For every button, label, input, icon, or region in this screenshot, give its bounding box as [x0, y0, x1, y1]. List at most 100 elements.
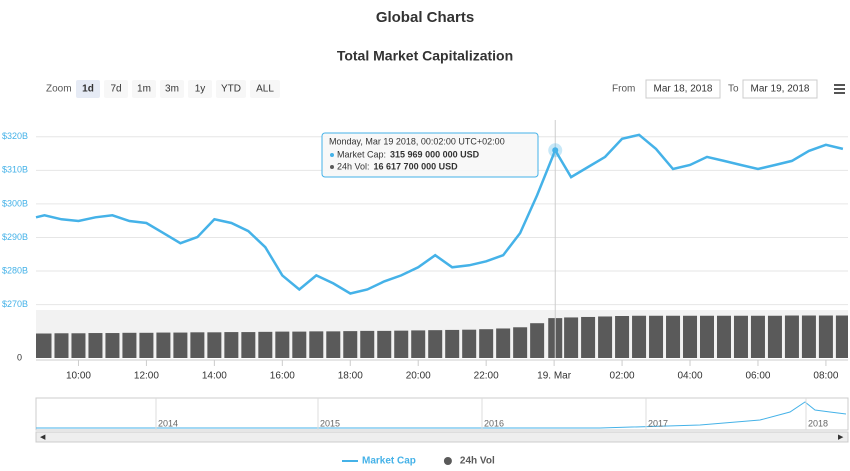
from-input[interactable]: [645, 79, 721, 99]
zoom-button[interactable]: [216, 80, 246, 98]
zoom-button[interactable]: [132, 80, 156, 98]
navigator-line: [36, 401, 847, 429]
x-tick-label: 22:00: [474, 371, 499, 382]
volume-bar: [377, 330, 392, 358]
navigator-label: 2014: [158, 418, 178, 428]
volume-bar: [581, 316, 596, 358]
navigator-label: 2015: [320, 418, 340, 428]
tooltip-dot: [330, 153, 334, 157]
chart-title: Global Charts: [376, 9, 474, 26]
legend-label[interactable]: 24h Vol: [460, 456, 495, 467]
menu-icon[interactable]: [834, 84, 845, 94]
y-tick-label: $270B: [2, 299, 28, 309]
zoom-button-label[interactable]: 1y: [195, 84, 206, 95]
zoom-button[interactable]: [250, 80, 280, 98]
x-tick-label: 02:00: [610, 371, 635, 382]
volume-bar: [716, 315, 731, 358]
zoom-button-label[interactable]: YTD: [221, 84, 241, 95]
volume-bar: [241, 332, 256, 358]
zoom-button[interactable]: [188, 80, 212, 98]
y-tick-label: $310B: [2, 165, 28, 175]
volume-bar: [360, 330, 375, 358]
volume-bar: [190, 332, 205, 358]
tooltip-value: 315 969 000 000 USD: [390, 149, 480, 159]
volume-bar: [733, 315, 748, 358]
volume-bar: [564, 317, 579, 358]
zoom-button[interactable]: [76, 80, 100, 98]
zoom-label: Zoom: [46, 84, 72, 95]
volume-bar: [105, 333, 120, 358]
volume-bar: [173, 332, 188, 358]
volume-bar: [801, 315, 816, 358]
x-tick-label: 08:00: [813, 371, 838, 382]
y-tick-label: $290B: [2, 232, 28, 242]
volume-bar: [224, 332, 239, 358]
scroll-left[interactable]: ◀: [40, 434, 46, 441]
zoom-button-label[interactable]: 7d: [110, 84, 121, 95]
x-tick-label: 12:00: [134, 371, 159, 382]
volume-bar: [598, 316, 613, 358]
zoom-button[interactable]: [104, 80, 128, 98]
volume-bar: [462, 329, 477, 358]
tooltip-value: 16 617 700 000 USD: [374, 161, 459, 171]
x-tick-label: 14:00: [202, 371, 227, 382]
volume-bar: [394, 330, 409, 358]
volume-bar: [258, 331, 273, 358]
volume-bar: [767, 315, 782, 358]
y-tick-label: $280B: [2, 265, 28, 275]
volume-bar: [750, 315, 765, 358]
volume-bar: [784, 315, 799, 358]
x-tick-label: 06:00: [745, 371, 770, 382]
volume-bar: [818, 315, 833, 358]
volume-bar: [37, 333, 52, 358]
tooltip-label: Market Cap:: [337, 149, 386, 159]
y-tick-label: $300B: [2, 198, 28, 208]
volume-bar: [207, 332, 222, 358]
volume-bar: [615, 316, 630, 358]
from-value[interactable]: Mar 18, 2018: [654, 84, 713, 95]
volume-bar: [122, 332, 137, 358]
volume-bar: [292, 331, 307, 358]
legend-label[interactable]: Market Cap: [362, 456, 416, 467]
volume-bar: [496, 328, 511, 358]
hover-point: [552, 147, 559, 154]
volume-bar: [683, 315, 698, 358]
volume-bar: [479, 329, 494, 358]
volume-bar: [666, 315, 681, 358]
volume-bar: [700, 315, 715, 358]
volume-bar: [530, 323, 545, 358]
zoom-button[interactable]: [160, 80, 184, 98]
to-label: To: [728, 84, 739, 95]
x-tick-label: 16:00: [270, 371, 295, 382]
scroll-right[interactable]: ▶: [838, 434, 844, 441]
zoom-button-label[interactable]: 1m: [137, 84, 151, 95]
from-label: From: [612, 84, 635, 95]
volume-bar: [428, 330, 443, 358]
tooltip: [321, 132, 539, 178]
volume-bar: [71, 333, 86, 358]
volume-bar: [326, 331, 341, 358]
volume-bar: [309, 331, 324, 358]
volume-bar: [88, 333, 103, 358]
tooltip-title: Monday, Mar 19 2018, 00:02:00 UTC+02:00: [329, 136, 505, 146]
x-tick-label: 19. Mar: [537, 371, 572, 382]
to-value[interactable]: Mar 19, 2018: [751, 84, 810, 95]
navigator-label: 2017: [648, 418, 668, 428]
x-tick-label: 10:00: [66, 371, 91, 382]
zoom-button-label[interactable]: 1d: [82, 84, 94, 95]
navigator-label: 2016: [484, 418, 504, 428]
navigator[interactable]: [35, 397, 849, 431]
zoom-button-label[interactable]: ALL: [256, 84, 274, 95]
legend-symbol: [443, 457, 452, 465]
zoom-button-label[interactable]: 3m: [165, 84, 179, 95]
navigator-label: 2018: [808, 418, 828, 428]
scrollbar[interactable]: [35, 431, 849, 443]
volume-bar: [835, 315, 848, 358]
volume-bar: [54, 333, 69, 358]
line: [35, 133, 844, 295]
volume-bar: [411, 330, 426, 358]
volume-bar: [513, 327, 528, 358]
to-input[interactable]: [742, 79, 818, 99]
volume-bar: [156, 332, 171, 358]
